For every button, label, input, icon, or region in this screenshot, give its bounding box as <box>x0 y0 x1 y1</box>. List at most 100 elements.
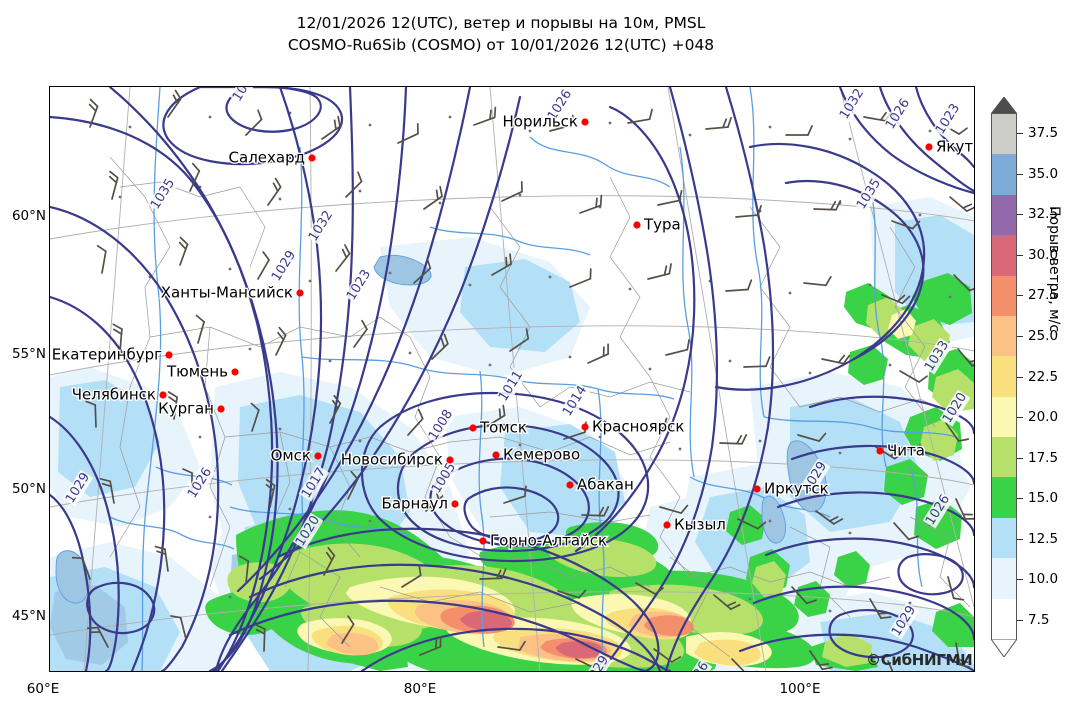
city-label: Курган <box>158 400 214 418</box>
colorbar-band-1 <box>992 154 1016 195</box>
city-marker[interactable] <box>479 537 487 545</box>
colorbar-band-6 <box>992 356 1016 397</box>
isobar-label-bg <box>544 87 576 124</box>
city-label: Новосибирск <box>341 451 443 469</box>
latitude-tick-label: 50°N <box>11 481 46 497</box>
colorbar-tick-label: 22.5 <box>1028 368 1059 385</box>
city-label: Тюмень <box>166 363 228 381</box>
colorbar-band-4 <box>992 275 1016 316</box>
city-marker[interactable] <box>231 368 239 376</box>
map-frame[interactable]: 1038103510321029102610231032102610231035… <box>49 86 975 672</box>
watermark: ©СибНИГМИ <box>866 651 973 669</box>
isobar-label-bg <box>853 175 885 213</box>
colorbar-band-2 <box>992 194 1016 236</box>
isobar-layer <box>50 87 974 671</box>
isobar-label-bg <box>425 406 457 444</box>
city-marker[interactable] <box>492 451 500 459</box>
city-marker[interactable] <box>633 221 641 229</box>
longitude-tick-label: 80°E <box>403 681 437 697</box>
colorbar-tick-label: 17.5 <box>1028 449 1059 466</box>
colorbar-tick <box>1017 133 1023 135</box>
isobar-label-bg <box>581 652 613 671</box>
city-label: Якутск <box>936 138 974 156</box>
city-label: Горно-Алтайск <box>490 532 607 550</box>
isobar-label-bg <box>268 247 300 285</box>
colorbar-tick-label: 7.5 <box>1028 611 1050 628</box>
city-marker[interactable] <box>308 154 316 162</box>
city-marker[interactable] <box>925 143 933 151</box>
colorbar-tick-label: 20.0 <box>1028 409 1059 426</box>
colorbar-band-9 <box>992 477 1016 518</box>
wind-barb-layer <box>71 89 974 671</box>
title-line-1: 12/01/2026 12(UTC), ветер и порывы на 10… <box>296 14 706 32</box>
city-label: Кемерово <box>503 446 580 464</box>
city-marker[interactable] <box>165 351 173 359</box>
colorbar-band-0 <box>992 114 1016 155</box>
longitude-tick-label: 60°E <box>26 681 60 697</box>
city-label: Барнаул <box>382 495 448 513</box>
city-marker[interactable] <box>663 521 671 529</box>
isobar-label-bg <box>147 175 179 213</box>
city-marker[interactable] <box>314 452 322 460</box>
colorbar-tick-label: 35.0 <box>1028 165 1059 182</box>
colorbar-tick-label: 27.5 <box>1028 287 1059 304</box>
colorbar-tick <box>1017 619 1023 621</box>
city-label: Екатеринбург <box>52 346 162 364</box>
colorbar-tick <box>1017 498 1023 500</box>
city-marker[interactable] <box>581 118 589 126</box>
city-marker[interactable] <box>451 500 459 508</box>
city-label: Томск <box>479 419 527 437</box>
colorbar-tick-label: 32.5 <box>1028 206 1059 223</box>
isobar-label-bg <box>559 382 591 420</box>
colorbar-tick <box>1017 214 1023 216</box>
city-marker[interactable] <box>446 456 454 464</box>
city-marker[interactable] <box>159 391 167 399</box>
city-label: Ханты-Мансийск <box>161 284 293 302</box>
isobar-label-bg <box>836 87 868 123</box>
city-marker[interactable] <box>876 447 884 455</box>
colorbar-tick <box>1017 254 1023 256</box>
isobar-label-bg <box>932 100 964 138</box>
city-marker[interactable] <box>581 423 589 431</box>
colorbar-band-7 <box>992 396 1016 437</box>
isobar-label-bg <box>495 367 527 405</box>
city-label: Салехард <box>229 149 305 167</box>
city-marker[interactable] <box>753 485 761 493</box>
city-marker[interactable] <box>217 405 225 413</box>
colorbar-tick-label: 25.0 <box>1028 327 1059 344</box>
city-label: Норильск <box>503 113 578 131</box>
isobar-label: 1026 <box>682 659 712 671</box>
city-layer: Норильск Якутск Салехард Тура Ханты-Мансийск… <box>50 111 974 551</box>
colorbar[interactable] <box>991 113 1017 640</box>
colorbar-tick-label: 10.0 <box>1028 571 1059 588</box>
colorbar-over-arrow <box>991 97 1017 114</box>
colorbar-tick <box>1017 538 1023 540</box>
colorbar-tick <box>1017 457 1023 459</box>
colorbar-band-11 <box>992 558 1016 599</box>
isobar-label-bg <box>799 458 831 496</box>
colorbar-tick <box>1017 173 1023 175</box>
isobar-label-bg <box>229 87 261 105</box>
colorbar-band-12 <box>992 598 1016 639</box>
city-marker[interactable] <box>469 424 477 432</box>
colorbar-tick-label: 12.5 <box>1028 530 1059 547</box>
colorbar-under-arrow <box>991 639 1017 657</box>
colorbar-band-3 <box>992 235 1016 276</box>
colorbar-tick-label: 15.0 <box>1028 490 1059 507</box>
isobar-label-bg <box>882 95 914 133</box>
isobar-label-bg <box>428 459 460 497</box>
map-canvas: 1038103510321029102610231032102610231035… <box>50 87 974 671</box>
city-label: Абакан <box>577 476 634 494</box>
colorbar-tick-label: 30.0 <box>1028 246 1059 263</box>
latitude-tick-label: 60°N <box>11 208 46 224</box>
isobar-label-bg <box>939 389 971 427</box>
city-marker[interactable] <box>296 289 304 297</box>
isobar-label-bg <box>343 266 375 304</box>
isobar-label-bg <box>888 602 920 640</box>
city-label: Иркутск <box>764 480 829 498</box>
city-marker[interactable] <box>566 481 574 489</box>
isobar-label-bg <box>681 658 713 671</box>
colorbar-tick <box>1017 417 1023 419</box>
